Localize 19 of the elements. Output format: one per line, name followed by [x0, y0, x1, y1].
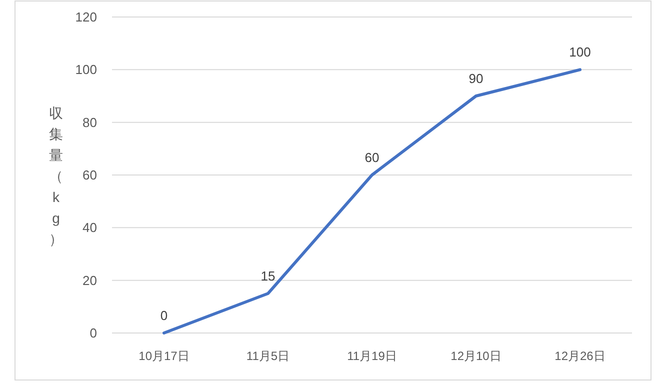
data-label: 60 [364, 150, 380, 165]
data-label: 90 [468, 71, 484, 86]
y-tick-label: 0 [90, 326, 97, 340]
y-tick-label: 40 [82, 220, 97, 236]
y-axis-title: 収集量（kg） [49, 105, 63, 247]
y-tick-label: 20 [82, 272, 97, 288]
data-label: 15 [260, 268, 276, 284]
y-tick-label: 80 [82, 114, 97, 130]
line-series [162, 68, 582, 334]
x-tick-label: 12月10日 [450, 349, 502, 363]
y-tick-label: 60 [82, 168, 97, 182]
x-tick-label: 12月26日 [554, 349, 606, 363]
y-tick-label: 120 [75, 10, 97, 24]
data-label: 100 [569, 44, 591, 60]
data-label: 0 [160, 308, 168, 323]
y-tick-label: 100 [75, 62, 97, 78]
x-tick-label: 11月19日 [347, 349, 397, 363]
x-tick-label: 11月5日 [246, 349, 290, 363]
x-tick-label: 10月17日 [138, 349, 190, 363]
